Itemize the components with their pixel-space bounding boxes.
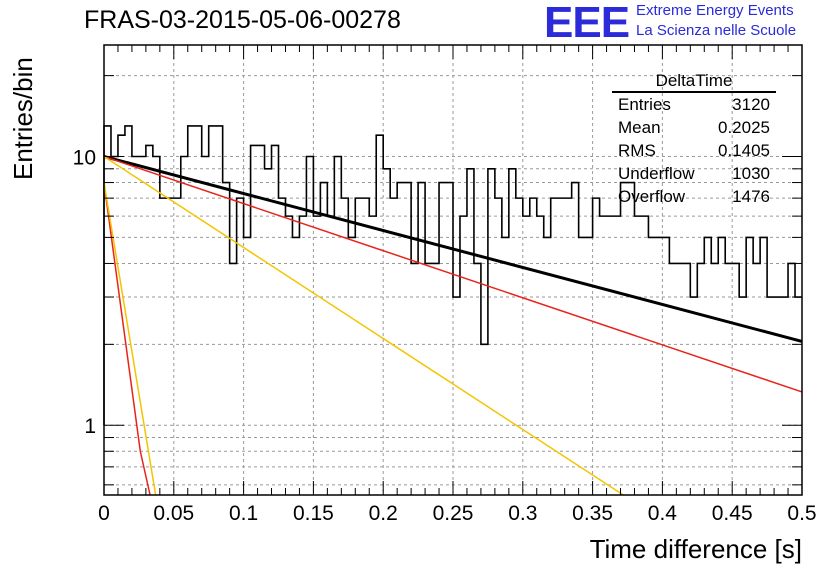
- stats-value: 3120: [732, 95, 770, 114]
- stats-row-overflow: Overflow 1476: [612, 185, 776, 208]
- fit-curve-4: [103, 182, 157, 496]
- stats-title: DeltaTime: [612, 70, 776, 93]
- x-tick-label: 0.1: [229, 502, 258, 525]
- stats-value: 0.2025: [718, 118, 770, 137]
- stats-label: Mean: [618, 118, 661, 137]
- x-tick-label: 0.05: [153, 502, 194, 525]
- run-title: FRAS-03-2015-05-06-00278: [84, 6, 401, 34]
- eee-logo-line2: La Scienza nelle Scuole: [636, 22, 797, 39]
- x-tick-label: 0: [98, 502, 110, 525]
- stats-row-rms: RMS 0.1405: [612, 139, 776, 162]
- x-axis-label: Time difference [s]: [589, 534, 802, 564]
- stats-label: Underflow: [618, 164, 695, 183]
- eee-logo: EEE: [544, 0, 630, 47]
- x-tick-label: 0.45: [712, 502, 753, 525]
- x-tick-label: 0.2: [369, 502, 398, 525]
- stats-label: RMS: [618, 141, 656, 160]
- stats-value: 1476: [732, 187, 770, 206]
- fit-curve-2: [103, 155, 624, 496]
- fit-curve-3: [103, 182, 151, 496]
- stats-box: DeltaTime Entries 3120 Mean 0.2025 RMS 0…: [612, 70, 776, 208]
- x-tick-label: 0.35: [572, 502, 613, 525]
- stats-value: 1030: [732, 164, 770, 183]
- y-axis-label: Entries/bin: [8, 57, 38, 180]
- fit-curve-1: [103, 155, 803, 393]
- stats-row-underflow: Underflow 1030: [612, 162, 776, 185]
- stats-label: Entries: [618, 95, 671, 114]
- y-tick-label: 10: [73, 147, 96, 170]
- y-tick-label: 1: [84, 415, 96, 438]
- eee-logo-line1: Extreme Energy Events: [636, 2, 794, 19]
- x-tick-label: 0.25: [433, 502, 474, 525]
- x-tick-label: 0.3: [508, 502, 537, 525]
- stats-value: 0.1405: [718, 141, 770, 160]
- x-tick-label: 0.5: [787, 502, 816, 525]
- x-tick-label: 0.4: [648, 502, 678, 525]
- stats-label: Overflow: [618, 187, 686, 206]
- fit-curve-0: [103, 155, 803, 343]
- histogram-steps: [103, 125, 802, 426]
- stats-row-entries: Entries 3120: [612, 93, 776, 116]
- stats-row-mean: Mean 0.2025: [612, 116, 776, 139]
- x-tick-label: 0.15: [293, 502, 334, 525]
